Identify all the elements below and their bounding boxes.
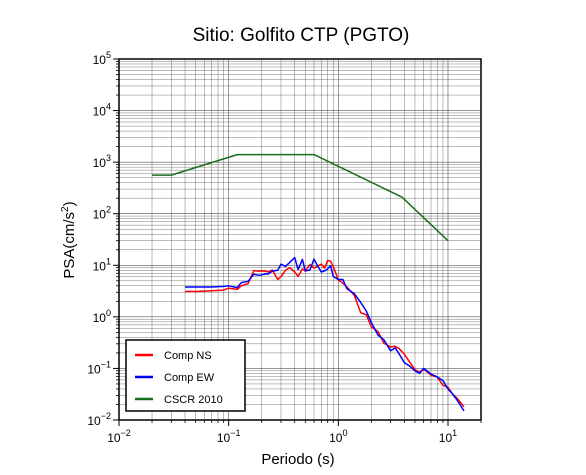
y-tick-exponent: 0: [106, 308, 111, 318]
y-axis-label-suffix: ): [61, 201, 78, 206]
series-line-comp-ns: [185, 259, 465, 408]
y-axis-label: PSA(cm/s2): [60, 201, 78, 278]
y-tick-label: 101: [93, 256, 111, 273]
legend-label-cscr-2010: CSCR 2010: [164, 394, 223, 406]
x-tick-label: 10−1: [217, 428, 241, 445]
series-line-comp-ew: [185, 256, 465, 412]
x-tick-base: 10: [107, 431, 121, 445]
chart-title: Sitio: Golfito CTP (PGTO): [193, 25, 410, 46]
x-tick-base: 10: [439, 431, 453, 445]
y-tick-label: 103: [93, 153, 111, 170]
y-tick-base: 10: [93, 53, 107, 67]
y-tick-label: 105: [93, 50, 111, 67]
y-tick-label: 104: [93, 102, 111, 119]
y-tick-base: 10: [93, 105, 107, 119]
legend-label-comp-ew: Comp EW: [164, 372, 215, 384]
y-axis-label-main: PSA(cm/s: [61, 212, 78, 279]
y-tick-exponent: 4: [106, 102, 111, 112]
x-tick-exponent: 1: [452, 428, 457, 438]
series-layer: [152, 153, 465, 412]
y-tick-label: 100: [93, 308, 111, 325]
y-tick-label: 10−2: [87, 411, 111, 428]
x-tick-exponent: −2: [121, 428, 131, 438]
y-tick-exponent: 2: [106, 205, 111, 215]
y-tick-base: 10: [93, 208, 107, 222]
series-line-cscr-2010: [152, 153, 449, 242]
legend: Comp NS Comp EW CSCR 2010: [125, 339, 246, 412]
y-tick-base: 10: [93, 259, 107, 273]
y-tick-exponent: 3: [106, 153, 111, 163]
plot-frame: [118, 58, 482, 421]
y-tick-base: 10: [87, 414, 101, 428]
y-tick-exponent: 5: [106, 50, 111, 60]
y-tick-base: 10: [93, 156, 107, 170]
x-tick-base: 10: [217, 431, 231, 445]
x-axis-label: Periodo (s): [261, 451, 334, 468]
x-tick-label: 10−2: [107, 428, 131, 445]
y-tick-exponent: 1: [106, 256, 111, 266]
y-tick-base: 10: [87, 362, 101, 376]
x-tick-base: 10: [329, 431, 343, 445]
y-tick-base: 10: [93, 311, 107, 325]
x-tick-exponent: −1: [230, 428, 240, 438]
legend-label-comp-ns: Comp NS: [164, 350, 212, 362]
y-tick-label: 102: [93, 205, 111, 222]
x-tick-label: 100: [329, 428, 347, 445]
y-axis-label-superscript: 2: [60, 206, 71, 212]
y-tick-label: 10−1: [87, 359, 111, 376]
y-tick-exponent: −1: [101, 359, 111, 369]
x-tick-exponent: 0: [342, 428, 347, 438]
y-tick-exponent: −2: [101, 411, 111, 421]
x-axis-ticks: 10−2 10−1 100 101: [107, 420, 482, 445]
x-tick-label: 101: [439, 428, 457, 445]
